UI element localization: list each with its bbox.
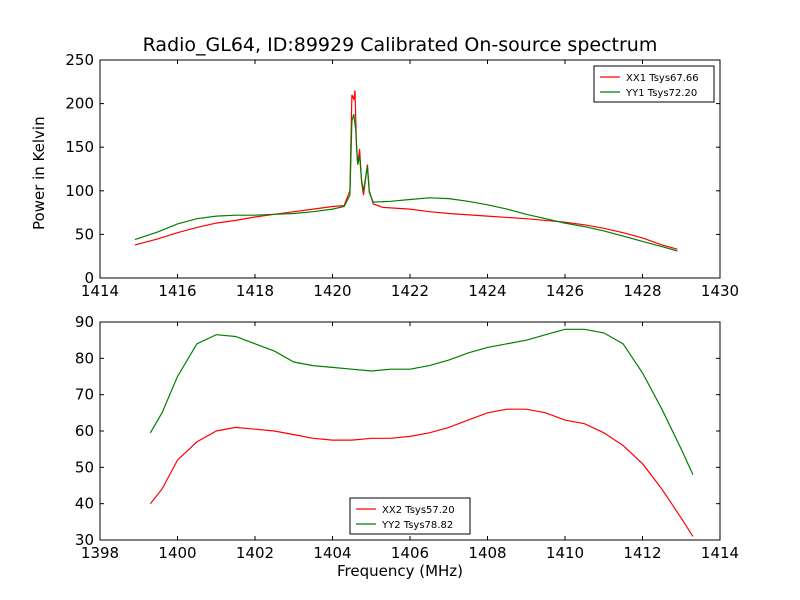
y-tick-label: 30 (75, 531, 94, 549)
x-tick-label: 1400 (158, 544, 196, 562)
y-tick-label: 200 (65, 95, 94, 113)
legend-box (349, 497, 471, 535)
y-tick-label: 70 (75, 386, 94, 404)
y-tick-label: 40 (75, 495, 94, 513)
legend-label-2: YY1 Tsys72.20 (625, 88, 697, 99)
x-tick-label: 1406 (391, 544, 429, 562)
y-tick-label: 80 (75, 349, 94, 367)
x-tick-label: 1398 (81, 544, 119, 562)
x-tick-label: 1430 (701, 282, 739, 300)
x-tick-label: 1428 (623, 282, 661, 300)
legend-label-2: YY2 Tsys78.82 (381, 520, 453, 531)
series-line-2-2 (149, 328, 694, 475)
y-tick-label: 100 (65, 182, 94, 200)
y-tick-label: 0 (84, 269, 94, 287)
chart-title: Radio_GL64, ID:89929 Calibrated On-sourc… (142, 34, 658, 56)
y-tick-label: 90 (75, 313, 94, 331)
chart-panel-2: 1398 1400 1402 1404 1406 1408 1410 1412 1414 30 40… (75, 313, 739, 562)
legend-box (593, 65, 715, 103)
legend-2: XX2 Tsys57.20 YY2 Tsys78.82 (349, 497, 471, 535)
x-tick-label: 1404 (313, 544, 351, 562)
y-axis-label-top: Power in Kelvin (30, 116, 48, 230)
series-line-1-1 (134, 90, 678, 250)
y-tick-label: 250 (65, 51, 94, 69)
legend-label-1: XX1 Tsys67.66 (626, 73, 699, 84)
y-tick-label: 50 (75, 458, 94, 476)
x-tick-label: 1422 (391, 282, 429, 300)
x-tick-label: 1410 (546, 544, 584, 562)
x-axis-label-bottom: Frequency (MHz) (336, 562, 464, 580)
x-tick-label: 1424 (468, 282, 506, 300)
x-tick-label: 1426 (546, 282, 584, 300)
x-tick-label: 1416 (158, 282, 196, 300)
y-tick-label: 60 (75, 422, 94, 440)
x-tick-label: 1418 (236, 282, 274, 300)
x-tick-label: 1412 (623, 544, 661, 562)
x-tick-label: 1414 (701, 544, 739, 562)
chart-panel-1: 1414 1416 1418 1420 1422 1424 1426 1428 1430 0 50 1… (65, 51, 739, 300)
y-tick-label: 50 (75, 225, 94, 243)
x-tick-label: 1408 (468, 544, 506, 562)
y-tick-label: 150 (65, 138, 94, 156)
series-line-1-2 (134, 113, 678, 252)
legend-label-1: XX2 Tsys57.20 (382, 505, 455, 516)
series-line-2-1 (149, 408, 694, 537)
x-tick-label: 1402 (236, 544, 274, 562)
x-tick-label: 1414 (81, 282, 119, 300)
legend-1: XX1 Tsys67.66 YY1 Tsys72.20 (593, 65, 715, 103)
x-tick-label: 1420 (313, 282, 351, 300)
